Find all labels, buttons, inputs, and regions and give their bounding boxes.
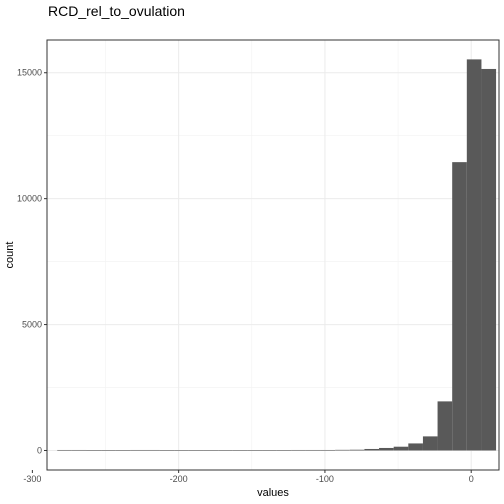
histogram-bar-24	[408, 443, 423, 451]
histogram-bar-29	[481, 68, 497, 451]
y-tick-label-3: 15000	[17, 68, 42, 78]
histogram-bar-11	[218, 450, 233, 451]
histogram-bar-4	[115, 450, 131, 451]
histogram-bar-0	[57, 449, 72, 451]
histogram-bar-25	[422, 436, 438, 451]
plot-panel-border	[46, 39, 500, 471]
histogram-bar-23	[393, 446, 409, 451]
histogram-bar-15	[276, 450, 292, 451]
x-axis: -300 -200 -100 0	[23, 470, 474, 484]
histogram-bar-20	[349, 449, 365, 451]
x-tick-label-1: -200	[170, 474, 188, 484]
chart-title: RCD_rel_to_ovulation	[48, 3, 185, 19]
plot-panel-background	[47, 40, 499, 470]
x-tick-label-0: -300	[23, 474, 41, 484]
y-axis-title: count	[4, 242, 16, 269]
y-tick-label-1: 5000	[22, 320, 42, 330]
histogram-bar-26	[437, 401, 453, 451]
histogram-bar-13	[247, 450, 263, 451]
histogram-bar-14	[262, 450, 277, 451]
histogram-bar-28	[466, 59, 482, 451]
histogram-bar-7	[159, 450, 175, 451]
histogram-bar-18	[320, 449, 336, 451]
y-tick-label-0: 0	[37, 445, 42, 455]
y-tick-label-2: 10000	[17, 194, 42, 204]
x-tick-label-2: -100	[316, 474, 334, 484]
histogram-bar-9	[188, 450, 204, 451]
y-axis: 0 5000 10000 15000	[17, 68, 47, 455]
histogram-bar-12	[232, 450, 248, 451]
histogram-bar-6	[145, 449, 160, 451]
histogram-bar-22	[379, 447, 394, 451]
histogram-bar-5	[130, 449, 146, 451]
histogram-bar-8	[174, 450, 189, 451]
histogram-bar-19	[335, 449, 350, 451]
histogram-bar-10	[203, 450, 219, 451]
histogram-bar-1	[71, 449, 87, 451]
histogram-bar-17	[305, 449, 321, 451]
minor-gridlines	[47, 40, 499, 470]
histogram-bars	[57, 59, 497, 451]
x-tick-label-3: 0	[469, 474, 474, 484]
histogram-bar-3	[101, 450, 116, 451]
x-axis-title: values	[257, 487, 289, 499]
histogram-bar-27	[452, 162, 467, 451]
histogram-bar-21	[364, 448, 380, 451]
histogram-bar-2	[86, 450, 102, 451]
histogram-bar-16	[291, 449, 306, 451]
